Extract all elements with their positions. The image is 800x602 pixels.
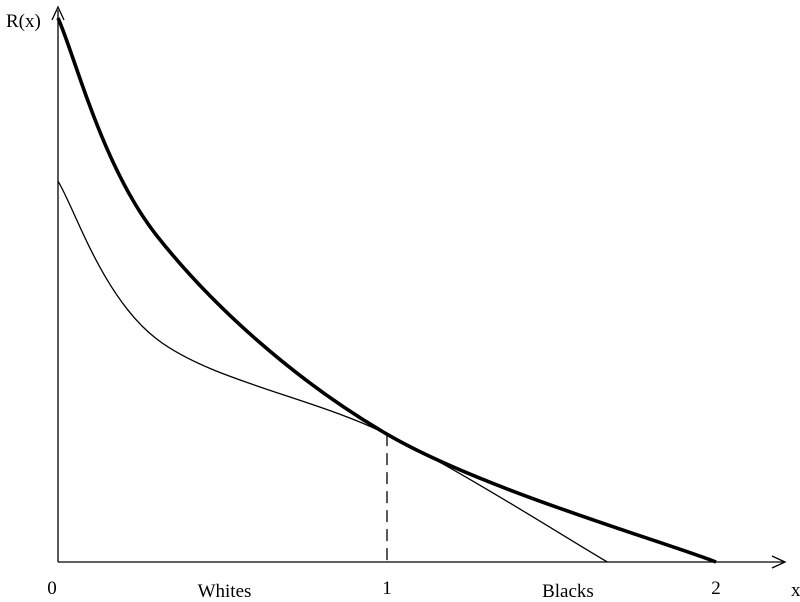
region-labels: Whites Blacks [198,581,594,602]
x-axis-label: x [791,580,800,601]
y-axis-arrow [51,5,65,21]
axes [51,5,787,569]
x-tick-label-1: 1 [382,578,392,599]
region-label-blacks: Blacks [542,581,594,602]
x-tick-labels: 0 1 2 [47,578,721,599]
y-axis-label: R(x) [6,11,41,32]
x-tick-label-2: 2 [711,578,721,599]
x-tick-label-0: 0 [47,578,57,599]
series-curve-thin [57,180,608,563]
x-axis-arrow [771,555,787,569]
region-label-whites: Whites [198,581,252,602]
series-curve-thick [56,17,717,564]
